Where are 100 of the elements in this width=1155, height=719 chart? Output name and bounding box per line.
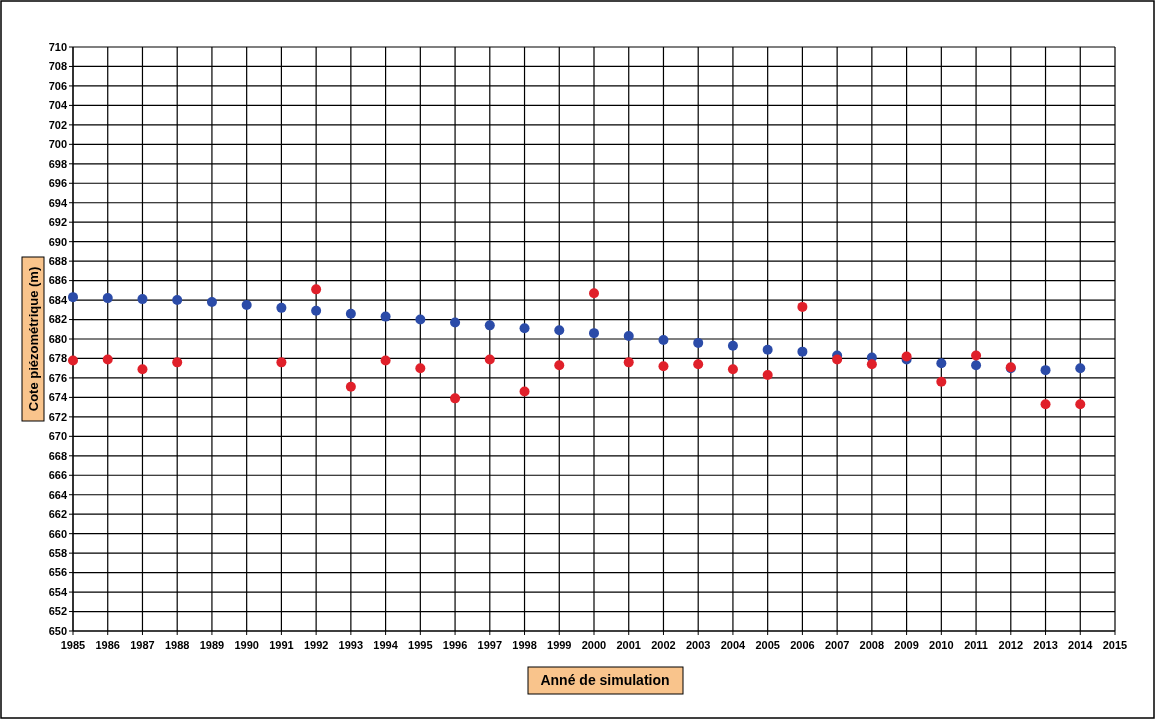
point [206,297,217,308]
y-tick-label: 710 [48,40,67,53]
point [658,334,669,345]
x-tick-label: 1991 [269,639,294,651]
point [762,370,773,381]
point [380,311,391,322]
x-tick-label: 2003 [685,639,711,651]
point [1040,365,1051,376]
point [693,359,704,370]
y-tick-label: 668 [48,449,67,462]
point [68,292,78,303]
y-tick-label: 688 [48,254,67,267]
point [311,305,322,316]
y-tick-label: 698 [48,157,67,170]
point [554,325,565,336]
point [623,331,634,342]
x-tick-label: 1994 [373,639,399,651]
y-tick-label: 664 [48,488,68,501]
x-tick-label: 2008 [859,639,885,651]
point [450,393,461,404]
point [415,363,426,374]
point [658,361,669,372]
point [971,360,982,371]
point [554,360,565,371]
x-tick-label: 2006 [790,639,815,651]
y-tick-label: 672 [48,410,67,423]
x-tick-label: 1990 [234,639,259,651]
point [415,314,426,325]
point [623,357,634,368]
y-tick-label: 674 [48,391,68,404]
point [276,357,287,368]
point [936,358,947,369]
point [762,344,773,355]
point [971,350,982,361]
point [797,346,808,357]
y-tick-label: 652 [48,605,67,618]
x-tick-label: 2013 [1033,639,1058,651]
y-tick-label: 694 [48,196,68,209]
y-tick-label: 650 [48,624,67,637]
point [727,340,738,351]
y-tick-label: 678 [48,352,67,365]
x-tick-label: 2014 [1068,639,1094,651]
x-tick-label: 1986 [95,639,120,651]
y-tick-label: 660 [48,527,67,540]
point [345,381,356,392]
point [936,376,947,387]
x-tick-label: 2001 [616,639,641,651]
point [519,386,530,397]
x-tick-label: 2005 [755,639,780,651]
y-tick-label: 692 [48,216,67,229]
x-tick-label: 1988 [164,639,190,651]
point [172,357,183,368]
point [345,308,356,319]
y-tick-label: 684 [48,293,68,306]
point [311,284,322,295]
point [137,364,148,375]
x-tick-label: 1993 [338,639,364,651]
y-tick-label: 658 [48,546,67,559]
y-tick-label: 654 [48,585,68,598]
point [1075,363,1086,374]
point [1075,399,1086,410]
point [484,320,495,331]
point [519,323,530,334]
x-tick-label: 1989 [199,639,225,651]
x-tick-label: 2011 [964,639,988,651]
y-tick-label: 686 [48,274,67,287]
x-tick-label: 2012 [998,639,1024,651]
point [484,354,495,365]
point [832,354,843,365]
point [727,364,738,375]
x-tick-label: 1996 [442,639,468,651]
x-tick-label: 1992 [303,639,329,651]
point [102,293,113,304]
x-tick-label: 1985 [60,639,86,651]
y-tick-label: 670 [48,430,67,443]
point [589,328,599,339]
y-tick-label: 662 [48,508,67,521]
point [137,294,148,305]
x-tick-label: 2007 [824,639,850,651]
y-tick-label: 682 [48,313,67,326]
y-tick-label: 666 [48,469,67,482]
point [241,299,252,310]
point [450,317,461,328]
x-tick-label: 2009 [894,639,919,651]
y-tick-label: 696 [48,177,67,190]
y-tick-label: 680 [48,332,67,345]
y-tick-label: 704 [48,99,68,112]
y-axis-title: Cote piézométrique (m) [25,266,41,412]
x-tick-label: 2010 [929,639,954,651]
x-tick-label: 2002 [651,639,676,651]
y-tick-label: 690 [48,235,67,248]
x-tick-label: 1995 [408,639,433,651]
point [1040,399,1051,410]
x-tick-label: 1987 [130,639,155,651]
point [68,355,78,366]
x-tick-label: 2004 [720,639,747,651]
point [797,301,808,312]
x-tick-label: 2015 [1102,639,1128,651]
y-tick-label: 700 [48,138,67,151]
point [866,359,877,370]
